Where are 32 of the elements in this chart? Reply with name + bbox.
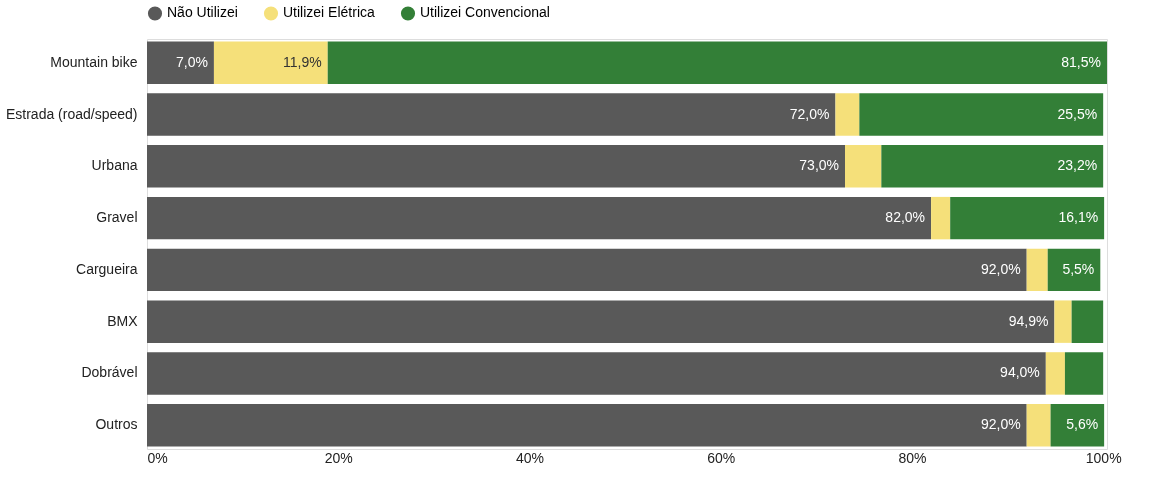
legend-label: Não Utilizei (167, 4, 238, 21)
data-label: 72,0% (789, 105, 830, 122)
data-label: 23,2% (1057, 157, 1098, 174)
x-tick-label: 40% (515, 449, 544, 466)
y-tick-label: BMX (107, 312, 139, 329)
data-label: 94,9% (1008, 312, 1049, 329)
legend-label: Utilizei Convencional (420, 4, 550, 21)
y-tick-label: Gravel (96, 209, 138, 226)
y-tick-label: Cargueira (76, 260, 138, 277)
data-label: 92,0% (980, 416, 1021, 433)
x-tick-label: 60% (707, 449, 736, 466)
data-label: 94,0% (1000, 364, 1040, 381)
x-tick-label: 0% (147, 449, 168, 466)
x-tick-label: 80% (898, 449, 927, 466)
data-label: 81,5% (1061, 53, 1101, 70)
data-label: 82,0% (885, 209, 926, 226)
legend-label: Utilizei Elétrica (283, 4, 376, 21)
y-tick-label: Urbana (91, 157, 138, 174)
y-tick-label: Outros (95, 416, 138, 433)
x-tick-label: 20% (324, 449, 353, 466)
data-label: 7,0% (176, 53, 208, 70)
x-tick-label: 100% (1085, 449, 1122, 466)
data-label: 11,9% (283, 53, 322, 70)
data-label: 25,5% (1057, 105, 1098, 122)
y-tick-label: Estrada (road/speed) (5, 105, 138, 122)
y-tick-label: Dobrável (81, 364, 138, 381)
data-label: 5,5% (1062, 260, 1095, 277)
data-label: 73,0% (799, 157, 840, 174)
data-label: 16,1% (1058, 209, 1099, 226)
y-tick-label: Mountain bike (50, 53, 138, 70)
data-label: 92,0% (980, 260, 1021, 277)
data-label: 5,6% (1066, 416, 1099, 433)
